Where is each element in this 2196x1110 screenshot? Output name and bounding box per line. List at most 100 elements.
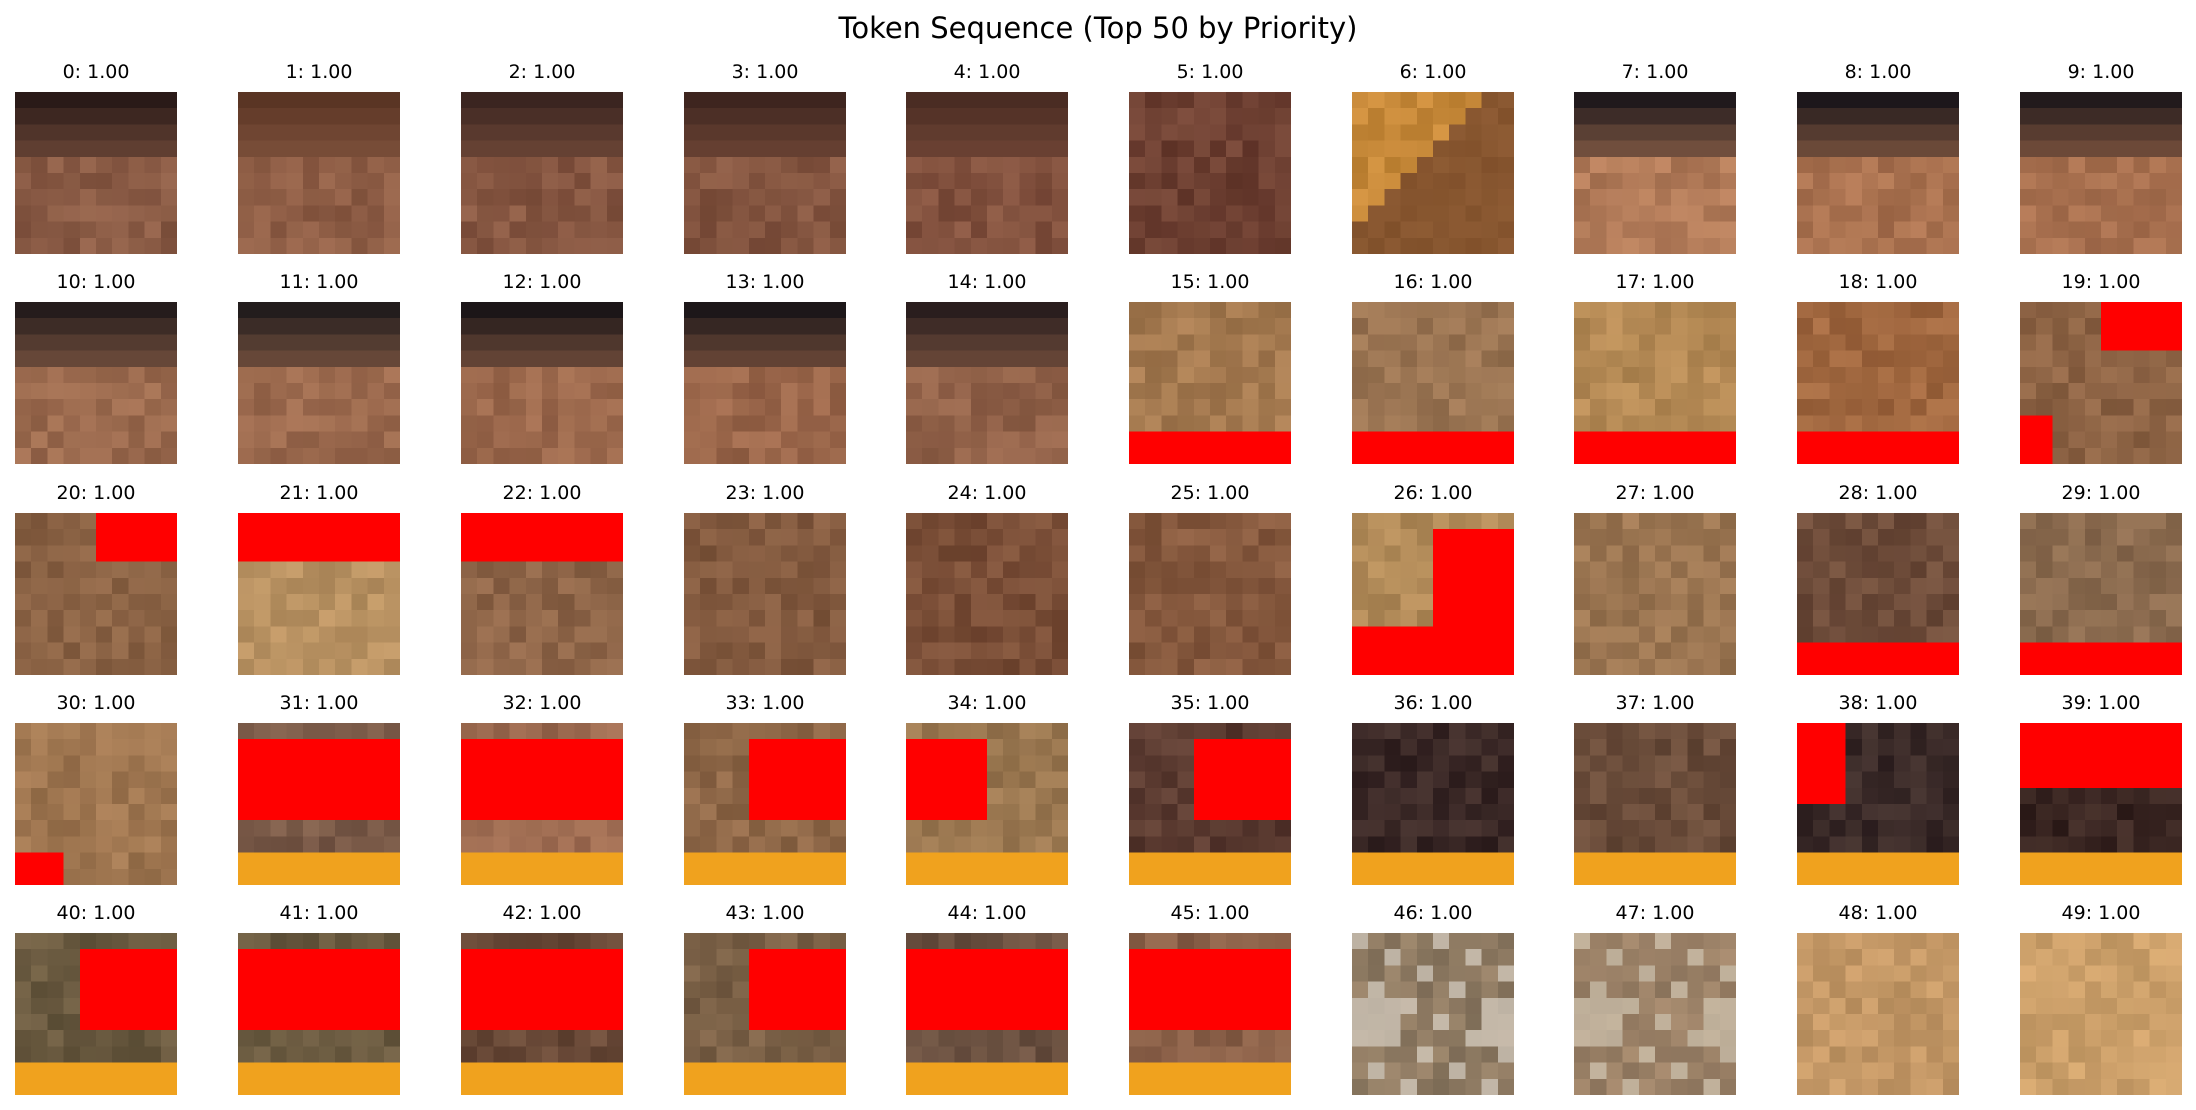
token-patch [238,933,400,1095]
token-label: 5: 1.00 [1176,61,1244,83]
token-patch [906,933,1068,1095]
token-label: 14: 1.00 [947,271,1027,293]
token-patch [1129,513,1291,675]
token-patch [238,92,400,254]
token-label: 8: 1.00 [1844,61,1912,83]
token-label: 36: 1.00 [1393,692,1473,714]
token-patch [1797,302,1959,464]
token-patch [461,933,623,1095]
token-patch [1574,723,1736,885]
chart-title: Token Sequence (Top 50 by Priority) [838,11,1358,45]
token-patch [461,302,623,464]
token-label: 43: 1.00 [725,902,805,924]
token-patch [1352,513,1514,675]
token-label: 18: 1.00 [1838,271,1918,293]
token-patch [2020,933,2182,1095]
token-label: 19: 1.00 [2061,271,2141,293]
token-label: 29: 1.00 [2061,482,2141,504]
token-patch [238,513,400,675]
token-label: 33: 1.00 [725,692,805,714]
token-patch [684,302,846,464]
token-patch [1352,92,1514,254]
token-patch [15,302,177,464]
token-patch [1352,302,1514,464]
token-patch [238,723,400,885]
token-label: 45: 1.00 [1170,902,1250,924]
token-label: 0: 1.00 [62,61,130,83]
token-patch [684,92,846,254]
token-label: 41: 1.00 [279,902,359,924]
token-label: 23: 1.00 [725,482,805,504]
token-label: 35: 1.00 [1170,692,1250,714]
token-patch [2020,723,2182,885]
token-label: 27: 1.00 [1615,482,1695,504]
token-patch [461,513,623,675]
token-label: 9: 1.00 [2067,61,2135,83]
token-patch [1797,933,1959,1095]
token-patch [906,302,1068,464]
token-label: 47: 1.00 [1615,902,1695,924]
token-label: 37: 1.00 [1615,692,1695,714]
token-patch [1574,933,1736,1095]
token-patch [15,513,177,675]
token-label: 2: 1.00 [508,61,576,83]
token-patch [1352,723,1514,885]
token-patch [906,513,1068,675]
token-label: 11: 1.00 [279,271,359,293]
token-label: 22: 1.00 [502,482,582,504]
token-patch [15,723,177,885]
token-patch [2020,513,2182,675]
token-label: 26: 1.00 [1393,482,1473,504]
token-patch [1129,302,1291,464]
token-label: 13: 1.00 [725,271,805,293]
token-label: 49: 1.00 [2061,902,2141,924]
token-label: 24: 1.00 [947,482,1027,504]
token-label: 12: 1.00 [502,271,582,293]
token-patch [1129,723,1291,885]
token-patch [238,302,400,464]
token-patch [15,933,177,1095]
token-patch [1574,92,1736,254]
token-patch [2020,92,2182,254]
token-patch [1352,933,1514,1095]
token-patch [461,723,623,885]
token-patch [15,92,177,254]
token-label: 32: 1.00 [502,692,582,714]
token-label: 25: 1.00 [1170,482,1250,504]
token-label: 17: 1.00 [1615,271,1695,293]
token-patch [1797,513,1959,675]
token-label: 39: 1.00 [2061,692,2141,714]
token-label: 15: 1.00 [1170,271,1250,293]
token-label: 7: 1.00 [1621,61,1689,83]
token-patch [1574,302,1736,464]
token-label: 44: 1.00 [947,902,1027,924]
token-label: 28: 1.00 [1838,482,1918,504]
token-label: 42: 1.00 [502,902,582,924]
token-patch [2020,302,2182,464]
token-label: 4: 1.00 [953,61,1021,83]
token-label: 46: 1.00 [1393,902,1473,924]
token-label: 3: 1.00 [731,61,799,83]
token-label: 30: 1.00 [56,692,136,714]
token-label: 1: 1.00 [285,61,353,83]
token-label: 48: 1.00 [1838,902,1918,924]
token-patch [1797,92,1959,254]
token-label: 38: 1.00 [1838,692,1918,714]
token-patch [1129,92,1291,254]
token-label: 6: 1.00 [1399,61,1467,83]
token-label: 31: 1.00 [279,692,359,714]
token-label: 10: 1.00 [56,271,136,293]
token-label: 16: 1.00 [1393,271,1473,293]
token-label: 40: 1.00 [56,902,136,924]
token-patch [684,513,846,675]
token-patch [684,933,846,1095]
token-label: 34: 1.00 [947,692,1027,714]
token-patch [906,723,1068,885]
token-label: 21: 1.00 [279,482,359,504]
token-patch [684,723,846,885]
token-label: 20: 1.00 [56,482,136,504]
token-patch [1574,513,1736,675]
token-patch [906,92,1068,254]
token-patch [461,92,623,254]
token-patch [1797,723,1959,885]
